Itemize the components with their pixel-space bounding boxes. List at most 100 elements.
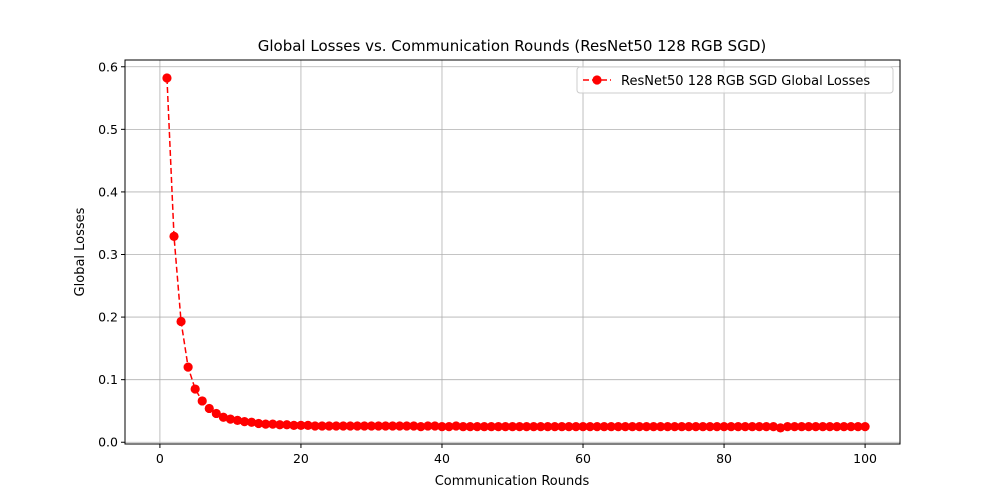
data-point <box>705 422 715 432</box>
data-point <box>430 421 440 431</box>
data-point <box>839 422 849 432</box>
y-tick-label: 0.6 <box>98 59 118 74</box>
data-point <box>338 421 348 431</box>
data-point <box>620 422 630 432</box>
data-point <box>606 422 616 432</box>
data-point <box>670 422 680 432</box>
x-tick-label: 40 <box>434 451 450 466</box>
data-point <box>204 403 214 414</box>
y-axis-ticks: 0.0 0.1 0.2 0.3 0.4 0.5 0.6 <box>98 59 125 450</box>
data-point <box>239 417 250 427</box>
plot-frame <box>124 59 901 445</box>
data-point <box>458 422 468 432</box>
data-point <box>416 422 426 432</box>
data-point <box>747 422 757 432</box>
data-point <box>514 422 525 432</box>
data-point <box>331 421 341 431</box>
data-point <box>585 422 595 432</box>
data-point <box>663 422 673 432</box>
y-tick-label: 0.1 <box>98 372 118 387</box>
legend-box <box>576 66 894 94</box>
legend: ResNet50 128 RGB SGD Global Losses <box>576 66 894 94</box>
y-tick-label: 0.3 <box>98 247 118 262</box>
data-point <box>818 422 828 432</box>
data-point <box>648 422 659 432</box>
data-point <box>522 422 532 432</box>
data-point <box>804 422 814 432</box>
data-point <box>232 415 243 425</box>
y-tick-label: 0.4 <box>98 184 118 199</box>
data-point <box>698 422 708 432</box>
data-point <box>395 421 405 431</box>
data-point <box>275 420 285 430</box>
y-tick-label: 0.0 <box>98 435 118 450</box>
data-point <box>486 422 496 432</box>
data-point <box>218 412 228 422</box>
data-point <box>712 422 722 432</box>
data-point <box>789 422 800 432</box>
data-point <box>451 421 461 431</box>
data-point <box>543 422 553 432</box>
data-point <box>578 422 588 432</box>
x-tick-label: 0 <box>156 451 164 466</box>
data-point <box>507 422 518 432</box>
data-point <box>479 422 489 432</box>
data-point <box>719 422 729 432</box>
data-point <box>768 422 779 432</box>
data-point <box>493 422 503 432</box>
data-point <box>550 422 560 432</box>
x-tick-label: 100 <box>853 451 877 466</box>
data-point <box>211 408 221 419</box>
data-point <box>183 362 193 372</box>
data-point <box>641 422 652 432</box>
plot-series <box>162 73 870 433</box>
chart-title: Global Losses vs. Communication Rounds (… <box>258 37 766 55</box>
data-point <box>557 422 567 432</box>
data-point <box>437 422 447 432</box>
data-point <box>677 422 687 432</box>
data-point <box>726 422 736 432</box>
data-point <box>754 422 764 432</box>
data-point <box>261 419 271 429</box>
data-point <box>761 422 771 432</box>
y-tick-label: 0.2 <box>98 310 118 325</box>
data-point <box>860 422 870 432</box>
data-point <box>655 422 666 432</box>
data-point <box>536 422 546 432</box>
y-axis-label: Global Losses <box>73 207 88 296</box>
data-point <box>303 420 313 430</box>
data-point <box>825 422 835 432</box>
data-point <box>254 418 264 429</box>
data-point <box>529 422 539 432</box>
data-point <box>423 421 433 431</box>
data-point <box>388 421 398 431</box>
data-point <box>246 417 257 427</box>
x-tick-label: 60 <box>575 451 591 466</box>
data-point <box>296 420 306 430</box>
data-point <box>409 421 419 431</box>
x-axis-ticks: 0 20 40 60 80 100 <box>156 444 877 466</box>
x-tick-label: 20 <box>293 451 309 466</box>
data-point <box>190 384 200 394</box>
data-point <box>366 421 377 431</box>
data-point <box>740 422 750 432</box>
data-point <box>310 421 320 431</box>
data-point <box>197 396 207 406</box>
data-point <box>500 422 511 432</box>
data-point <box>733 422 743 432</box>
data-point <box>289 420 299 430</box>
grid-lines <box>125 60 900 444</box>
data-point <box>380 421 391 431</box>
data-point <box>268 419 278 429</box>
legend-marker-sample <box>592 75 602 85</box>
data-point <box>797 422 807 432</box>
data-point <box>846 422 856 432</box>
data-point <box>571 422 581 432</box>
data-point <box>853 422 863 432</box>
data-point <box>282 420 292 430</box>
data-point <box>444 422 454 432</box>
data-point <box>691 422 701 432</box>
data-point <box>359 421 370 431</box>
data-point <box>345 421 355 431</box>
